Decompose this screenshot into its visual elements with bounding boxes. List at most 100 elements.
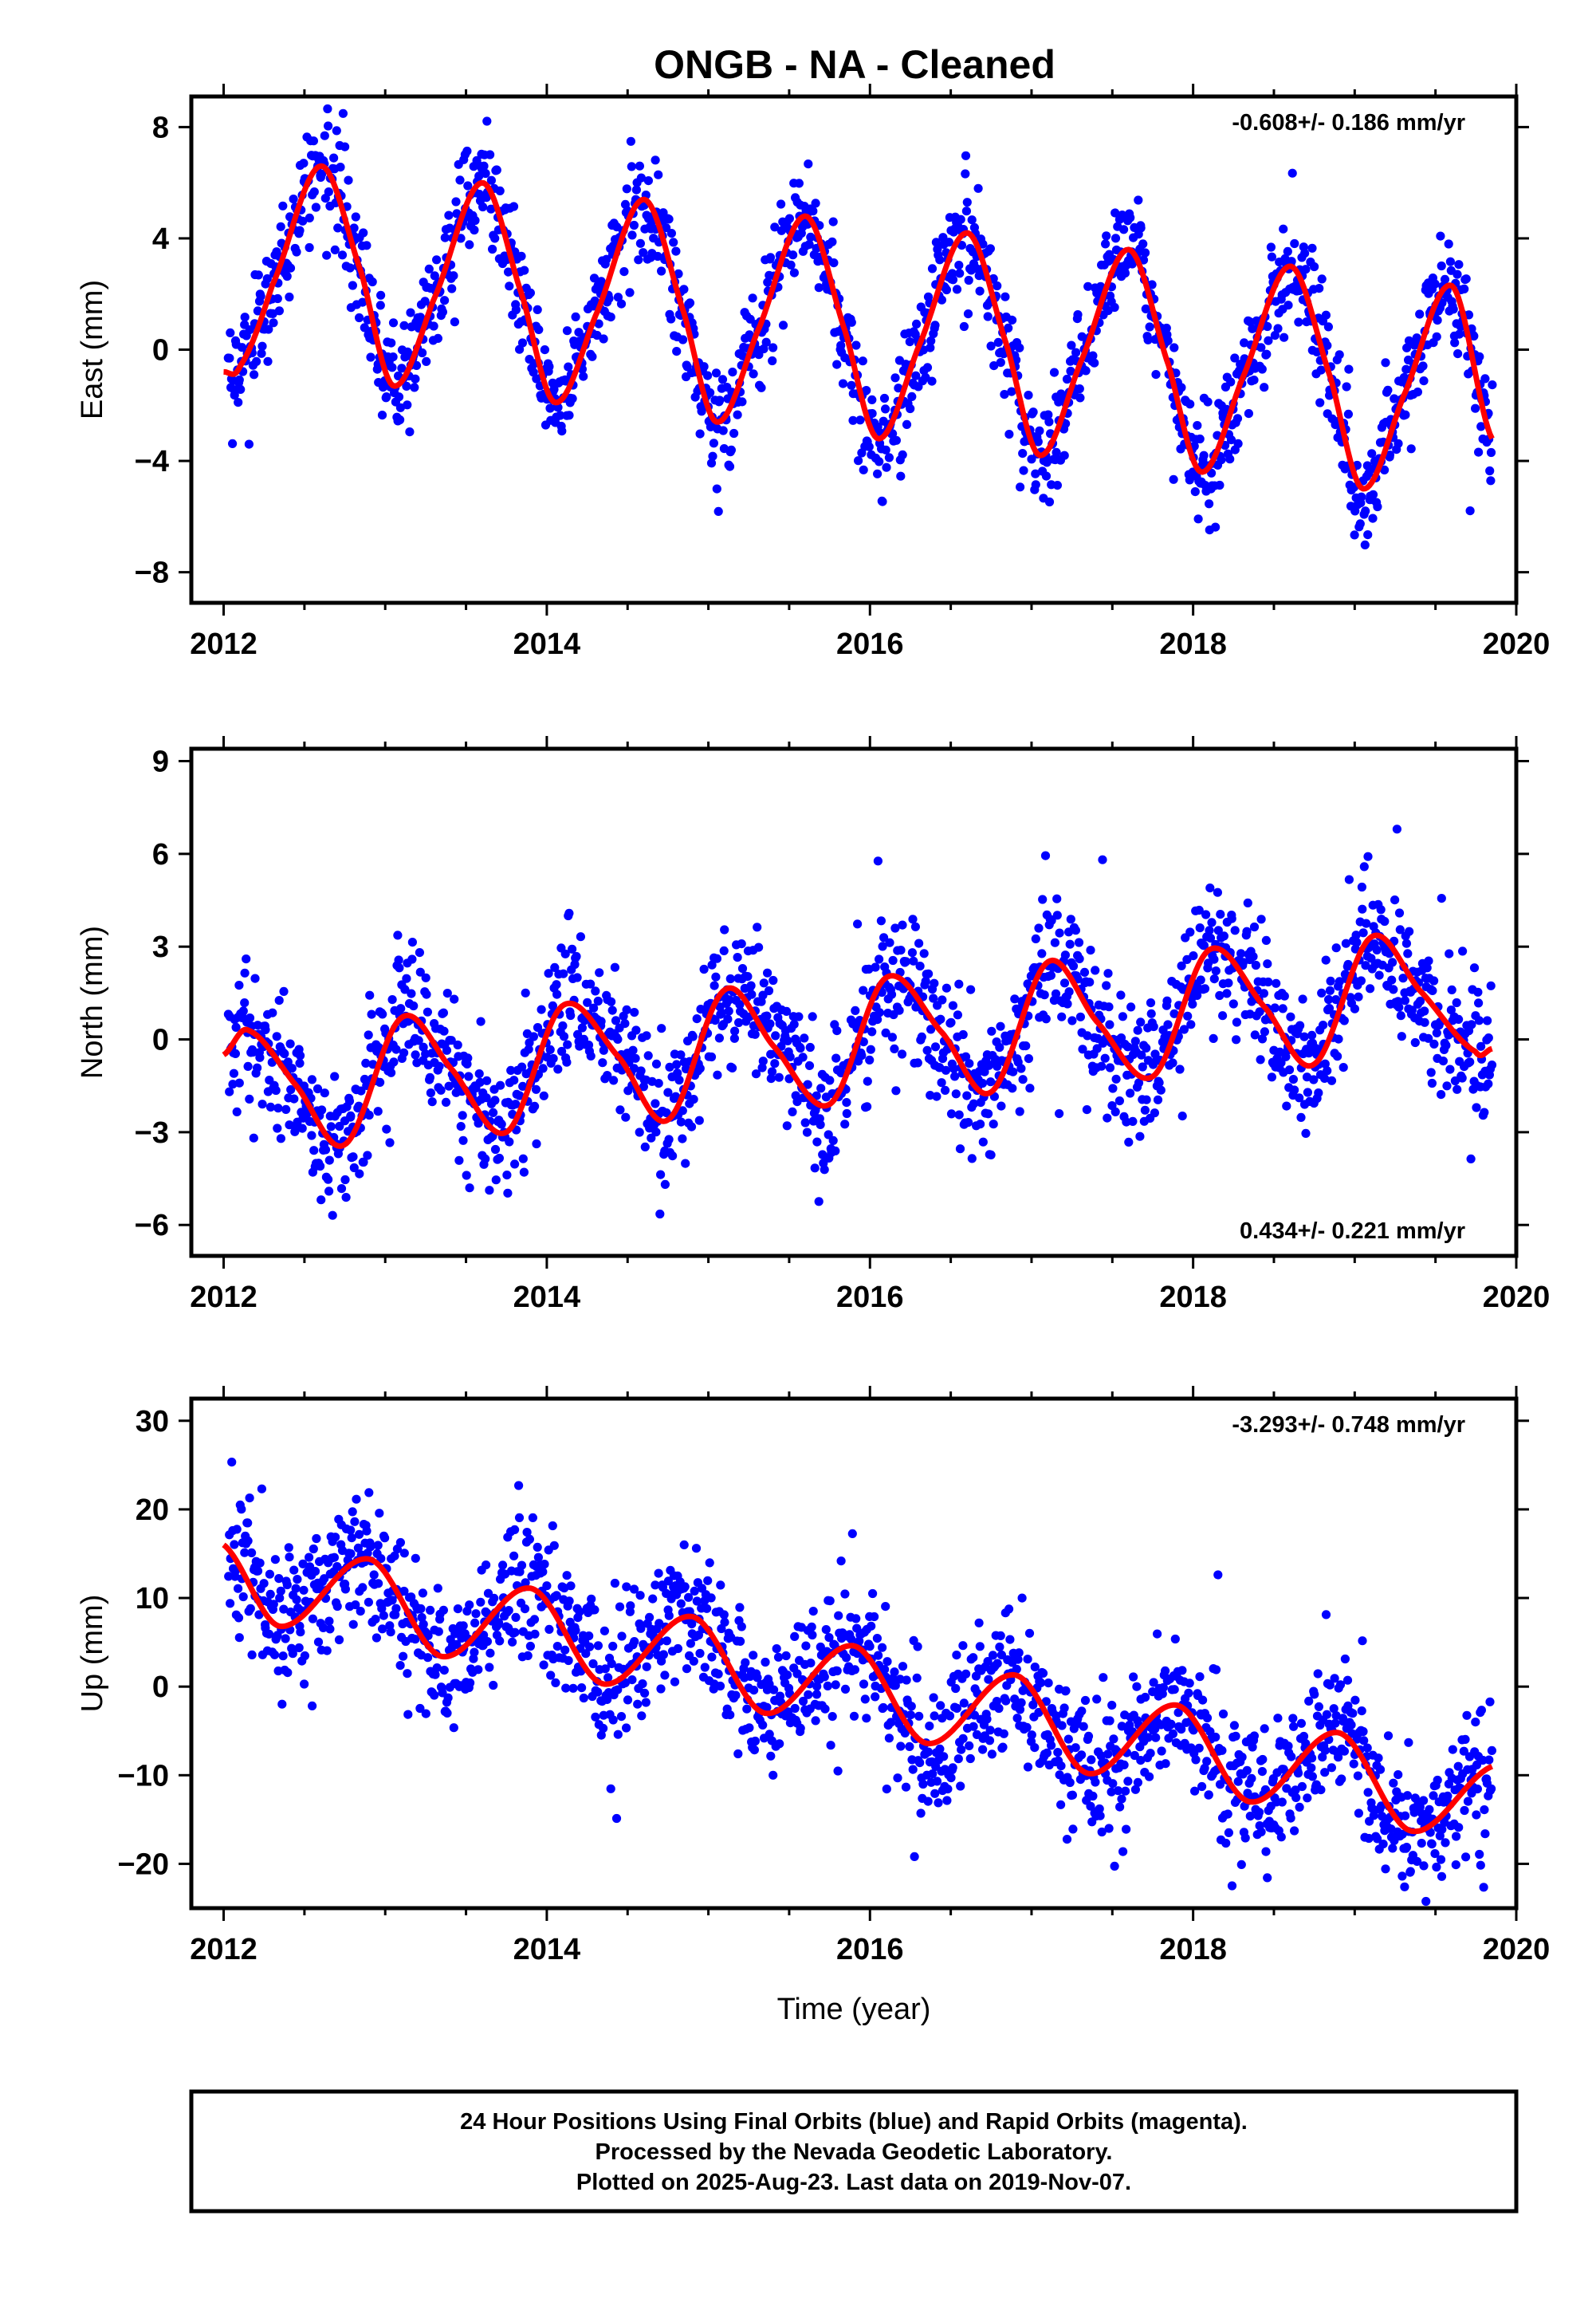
data-point <box>317 169 327 179</box>
data-point <box>1227 1881 1237 1891</box>
data-point <box>976 1120 985 1129</box>
data-point <box>1453 349 1463 359</box>
data-point <box>588 352 597 361</box>
data-point <box>1047 1741 1056 1750</box>
fit-line <box>222 163 1495 492</box>
data-point <box>1254 1808 1264 1817</box>
data-point <box>1465 1057 1475 1067</box>
data-point <box>250 370 259 380</box>
data-point <box>1071 348 1081 357</box>
data-point <box>692 1596 702 1606</box>
data-point <box>514 1513 525 1522</box>
data-point <box>531 1084 541 1094</box>
data-point <box>1445 257 1455 266</box>
x-tick-label: 2014 <box>513 1281 581 1314</box>
data-point <box>1104 1824 1114 1833</box>
data-point <box>585 1642 595 1651</box>
data-point <box>715 1681 725 1691</box>
data-point <box>1223 1809 1232 1819</box>
data-point <box>514 1481 524 1490</box>
data-point <box>465 1600 474 1610</box>
data-point <box>581 1649 591 1659</box>
data-point <box>224 1572 234 1581</box>
data-point <box>1368 514 1378 523</box>
data-point <box>881 1602 890 1612</box>
data-point <box>1480 1829 1490 1839</box>
data-point <box>1344 875 1354 884</box>
data-point <box>538 1567 548 1576</box>
data-point <box>482 1076 492 1085</box>
data-point <box>1432 332 1441 341</box>
data-point <box>1472 1103 1481 1112</box>
data-point <box>517 1560 527 1570</box>
data-point <box>922 363 933 372</box>
data-point <box>1088 351 1098 360</box>
data-point <box>681 1064 691 1074</box>
data-point <box>1476 1706 1486 1715</box>
data-point <box>1373 1834 1382 1844</box>
data-point <box>326 1122 336 1131</box>
data-point <box>1307 243 1317 253</box>
data-point <box>599 334 608 344</box>
data-point <box>442 1045 452 1055</box>
data-point <box>438 307 448 317</box>
data-point <box>833 1766 843 1776</box>
data-point <box>725 462 735 471</box>
data-point <box>1213 1570 1223 1580</box>
data-point <box>1042 458 1052 467</box>
data-point <box>983 1657 993 1667</box>
data-point <box>1475 1849 1484 1860</box>
data-point <box>1364 1833 1374 1844</box>
data-point <box>377 1604 387 1613</box>
data-point <box>1083 1731 1094 1741</box>
data-point <box>1307 1030 1317 1040</box>
data-point <box>546 1671 556 1680</box>
data-point <box>1177 1666 1187 1675</box>
data-point <box>1486 476 1496 486</box>
data-point <box>449 1723 458 1733</box>
x-tick-label: 2014 <box>513 1933 581 1966</box>
data-point <box>411 1635 420 1644</box>
data-point <box>603 1673 613 1682</box>
data-point <box>807 1622 816 1631</box>
data-point <box>317 1105 327 1115</box>
data-point <box>553 1065 563 1074</box>
data-point <box>1010 994 1020 1004</box>
data-point <box>1394 908 1405 918</box>
data-point <box>296 1627 305 1637</box>
data-point <box>1193 421 1202 431</box>
data-point <box>1249 376 1259 385</box>
data-point <box>285 1553 294 1562</box>
data-point <box>1349 1759 1358 1769</box>
data-point <box>1290 1085 1299 1095</box>
data-point <box>986 1077 996 1087</box>
data-point <box>1321 955 1331 965</box>
data-point <box>847 1634 856 1644</box>
x-tick-label: 2016 <box>836 1281 904 1314</box>
data-point <box>695 1648 705 1659</box>
data-point <box>1299 1032 1309 1041</box>
data-point <box>948 1001 957 1010</box>
data-point <box>1027 1730 1036 1740</box>
data-point <box>638 1679 647 1689</box>
data-point <box>1051 989 1061 998</box>
data-point <box>674 1075 684 1085</box>
data-point <box>1015 343 1024 352</box>
data-point <box>1031 469 1040 478</box>
data-point <box>783 1036 792 1045</box>
data-point <box>1303 1793 1312 1803</box>
x-tick-label: 2014 <box>513 628 581 661</box>
data-point <box>864 442 874 451</box>
data-point <box>1450 338 1460 348</box>
data-point <box>875 1008 884 1017</box>
data-point <box>270 1555 280 1564</box>
data-point <box>420 297 430 306</box>
data-point <box>896 1741 906 1751</box>
data-point <box>1484 1033 1493 1043</box>
data-point <box>320 1088 329 1098</box>
data-point <box>1222 989 1232 998</box>
data-point <box>533 1542 542 1552</box>
data-point <box>316 1161 325 1171</box>
data-point <box>1219 931 1228 941</box>
data-point <box>291 1584 301 1593</box>
